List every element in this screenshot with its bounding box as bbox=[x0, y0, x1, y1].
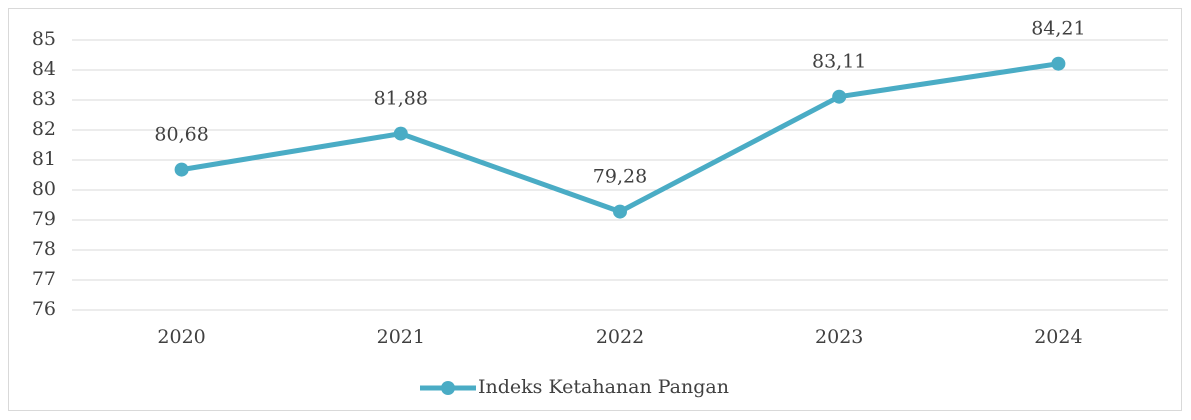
data-point bbox=[393, 126, 408, 141]
x-tick-label: 2023 bbox=[815, 326, 863, 348]
y-tick-label: 83 bbox=[32, 88, 56, 110]
y-tick-label: 80 bbox=[32, 178, 56, 200]
data-label: 84,21 bbox=[1031, 18, 1085, 40]
data-point bbox=[174, 162, 189, 177]
y-tick-label: 76 bbox=[32, 298, 56, 320]
data-label: 83,11 bbox=[812, 51, 866, 73]
data-label: 81,88 bbox=[374, 88, 428, 110]
x-tick-label: 2021 bbox=[377, 326, 425, 348]
chart-border bbox=[8, 8, 1182, 411]
y-tick-label: 78 bbox=[32, 238, 56, 260]
data-point bbox=[1051, 56, 1066, 71]
x-tick-label: 2022 bbox=[596, 326, 644, 348]
y-tick-label: 82 bbox=[32, 118, 56, 140]
y-tick-label: 81 bbox=[32, 148, 56, 170]
y-tick-label: 79 bbox=[32, 208, 56, 230]
data-label: 80,68 bbox=[154, 124, 208, 146]
data-point bbox=[613, 204, 627, 219]
data-point bbox=[832, 89, 847, 104]
data-label: 79,28 bbox=[593, 166, 647, 188]
y-tick-label: 84 bbox=[32, 58, 56, 80]
y-tick-label: 77 bbox=[32, 268, 56, 290]
legend-marker bbox=[441, 381, 455, 395]
y-tick-label: 85 bbox=[32, 28, 56, 50]
x-tick-label: 2024 bbox=[1034, 326, 1082, 348]
legend-label: Indeks Ketahanan Pangan bbox=[478, 376, 729, 398]
x-tick-label: 2020 bbox=[157, 326, 205, 348]
